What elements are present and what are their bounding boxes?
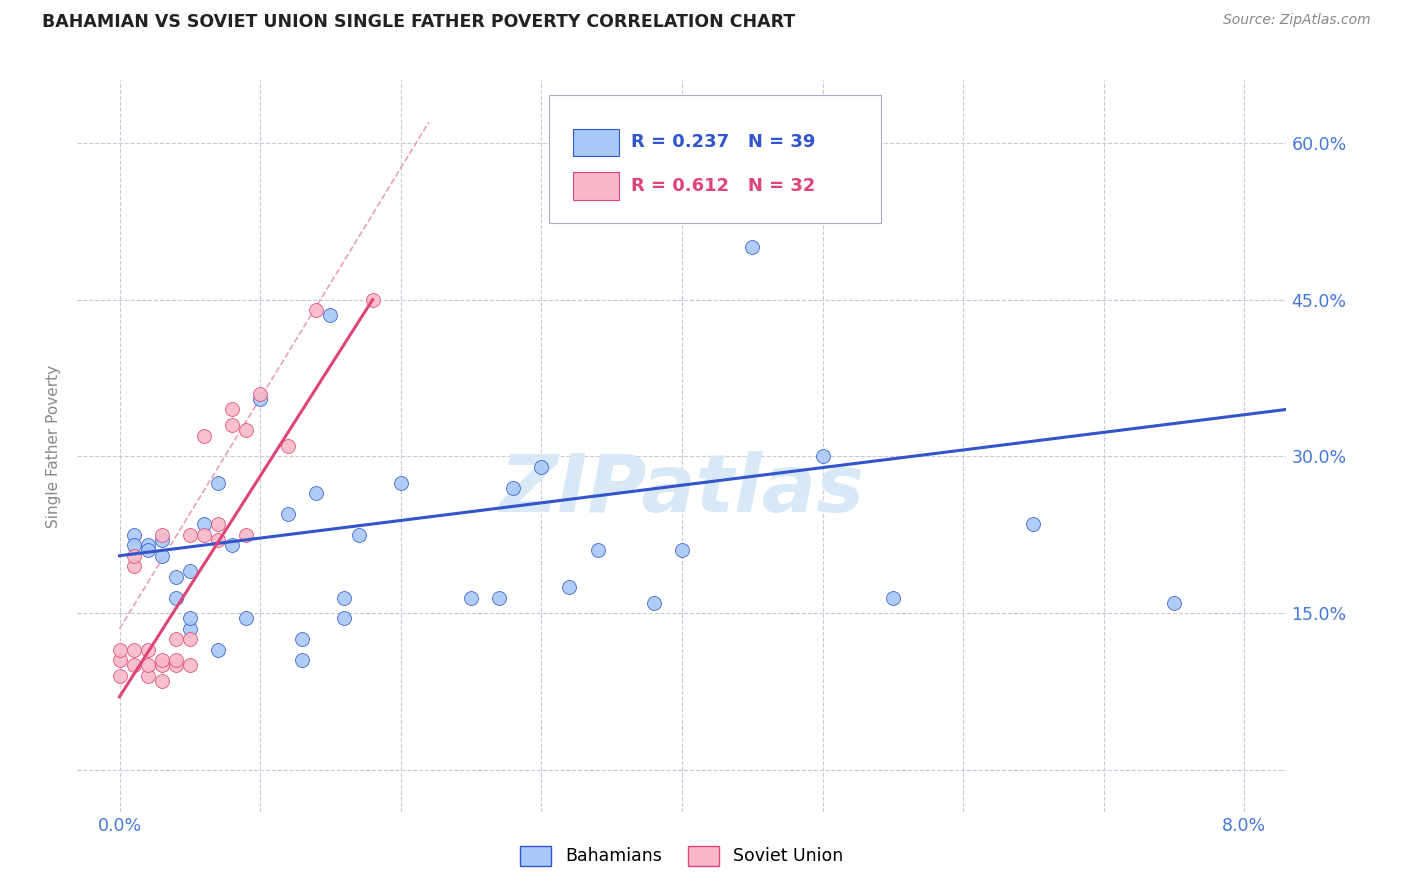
Point (235, 528, 257, 542)
Text: R = 0.237   N = 39: R = 0.237 N = 39 (631, 134, 815, 152)
Legend: Bahamians, Soviet Union: Bahamians, Soviet Union (513, 838, 851, 872)
Point (882, 591, 904, 605)
Point (291, 632, 314, 647)
Point (108, 642, 131, 657)
Point (333, 611, 356, 625)
Point (235, 423, 257, 437)
Point (305, 303, 328, 318)
Point (193, 428, 215, 442)
Point (643, 596, 665, 610)
Point (179, 632, 201, 647)
Point (150, 653, 173, 667)
Point (221, 418, 243, 433)
Point (122, 528, 145, 542)
Text: BAHAMIAN VS SOVIET UNION SINGLE FATHER POVERTY CORRELATION CHART: BAHAMIAN VS SOVIET UNION SINGLE FATHER P… (42, 13, 796, 31)
Point (193, 528, 215, 542)
Point (221, 538, 243, 552)
Point (150, 533, 173, 547)
Point (249, 386, 271, 401)
Point (136, 642, 159, 657)
Point (193, 517, 215, 532)
Point (221, 402, 243, 417)
Point (502, 481, 524, 495)
Text: ZIPatlas: ZIPatlas (499, 450, 865, 529)
Point (207, 642, 229, 657)
Point (235, 611, 257, 625)
Point (347, 528, 370, 542)
Point (291, 653, 314, 667)
FancyBboxPatch shape (574, 128, 619, 156)
Point (530, 459, 553, 474)
Point (389, 475, 412, 490)
Point (319, 309, 342, 323)
Point (165, 591, 187, 605)
Y-axis label: Single Father Poverty: Single Father Poverty (46, 365, 62, 527)
Text: Source: ZipAtlas.com: Source: ZipAtlas.com (1223, 13, 1371, 28)
Point (108, 669, 131, 683)
Point (122, 549, 145, 563)
Point (165, 569, 187, 583)
Point (165, 632, 187, 647)
Point (207, 517, 229, 532)
Point (277, 439, 299, 453)
Point (179, 622, 201, 636)
Point (136, 658, 159, 673)
Point (122, 642, 145, 657)
Point (1163, 596, 1185, 610)
Point (741, 240, 763, 254)
Point (207, 533, 229, 547)
Point (586, 543, 609, 558)
Point (460, 591, 482, 605)
Point (179, 611, 201, 625)
Point (136, 543, 159, 558)
Point (150, 658, 173, 673)
Point (165, 653, 187, 667)
FancyBboxPatch shape (548, 95, 882, 223)
Point (122, 559, 145, 574)
Point (179, 528, 201, 542)
Point (361, 293, 384, 307)
Point (671, 543, 693, 558)
Point (122, 658, 145, 673)
Point (277, 507, 299, 521)
FancyBboxPatch shape (574, 172, 619, 200)
Point (122, 538, 145, 552)
Point (333, 591, 356, 605)
Point (1022, 517, 1045, 532)
Point (811, 450, 834, 464)
Point (165, 658, 187, 673)
Point (136, 538, 159, 552)
Point (558, 580, 581, 594)
Point (488, 591, 510, 605)
Point (150, 674, 173, 689)
Text: R = 0.612   N = 32: R = 0.612 N = 32 (631, 178, 815, 195)
Point (150, 549, 173, 563)
Point (207, 475, 229, 490)
Point (305, 486, 328, 500)
Point (108, 653, 131, 667)
Point (136, 669, 159, 683)
Point (249, 392, 271, 406)
Point (179, 565, 201, 579)
Point (179, 658, 201, 673)
Point (150, 528, 173, 542)
